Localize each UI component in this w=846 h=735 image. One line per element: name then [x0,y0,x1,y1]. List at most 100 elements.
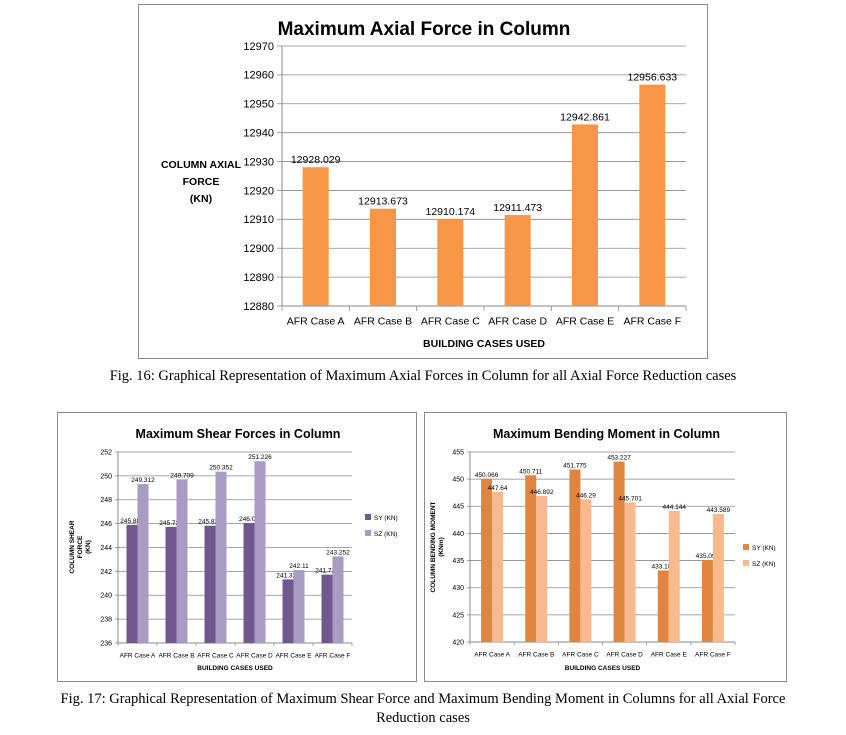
data-label: 450.066 [475,472,499,479]
x-tick-label: AFR Case C [197,653,234,660]
fig17-caption-line2: Reduction cases [376,710,470,726]
bar [504,215,531,306]
bending-moment-chart: Maximum Bending Moment in Column 420 425 43… [430,427,776,672]
data-label: 12956.633 [628,72,678,84]
bar [668,510,680,642]
y-axis-title-line: COLUMN SHEAR [69,520,76,573]
y-tick-label: 445 [452,504,464,511]
x-tick-label: AFR Case A [474,652,510,659]
bar [282,579,294,643]
bar [204,525,216,643]
bar [613,461,625,642]
data-label: 446.892 [530,489,554,496]
data-label: 450.711 [519,468,542,475]
fig16-caption-text: Fig. 16: Graphical Representation of Max… [109,368,737,384]
x-tick-label: AFR Case D [606,652,643,659]
y-axis-title: COLUMN BENDING MOMENT (KNm) [430,501,445,592]
bar [580,499,592,642]
bar [572,124,598,307]
data-label: 444.144 [663,504,687,511]
data-label: 251.226 [248,454,272,461]
y-tick-label: 250 [100,473,112,480]
data-label: 443.589 [707,507,731,514]
y-tick-label: 435 [452,558,464,565]
y-tick-label: 12880 [243,301,274,313]
y-tick-label: 236 [100,640,112,647]
x-tick-label: AFR Case D [488,316,547,328]
bar [639,84,666,306]
y-tick-label: 12930 [243,156,274,168]
bar [293,570,305,643]
y-tick-label: 240 [100,593,112,600]
x-tick-label: AFR Case A [287,316,345,328]
legend-label: SY (KN) [752,545,776,552]
legend-swatch [743,560,749,566]
x-tick-label: AFR Case B [354,316,412,328]
y-tick-label: 420 [452,639,464,646]
legend-swatch [365,514,371,520]
axial-force-chart: Maximum Axial Force in Column 12880 12890 1… [161,19,687,350]
bar [321,574,333,643]
bar [243,523,255,643]
x-tick-label: AFR Case B [158,653,194,660]
chart-title: Maximum Axial Force in Column [278,19,571,40]
y-tick-label: 12910 [243,214,274,226]
data-label: 433.181 [652,563,676,570]
x-tick-label: AFR Case E [275,653,312,660]
fig17-caption-line1: Fig. 17: Graphical Representation of Max… [60,691,786,707]
bar [137,484,149,643]
bar [126,525,138,643]
y-tick-label: 12920 [243,185,274,197]
data-label: 12928.029 [291,154,341,166]
y-tick-label: 12960 [243,70,274,82]
data-label: 12942.861 [560,111,610,123]
data-label: 435.091 [696,553,720,560]
y-tick-label: 12940 [243,128,274,140]
x-tick-label: AFR Case A [120,653,156,660]
bar [176,479,188,643]
bar [437,218,464,306]
bar [657,570,669,642]
bar [481,478,493,642]
y-tick-label: 252 [100,449,112,456]
x-tick-label: AFR Case E [651,652,688,659]
y-tick-label: 12890 [243,272,274,284]
x-tick-label: AFR Case E [556,316,614,328]
y-tick-label: 244 [100,545,112,552]
x-tick-label: AFR Case C [421,316,480,328]
bar [165,526,177,643]
x-tick-label: AFR Case B [518,652,554,659]
data-label: 243.252 [326,549,350,556]
data-label: 250.352 [209,465,233,472]
y-axis-title-line: COLUMN AXIAL [161,159,242,171]
axial-force-chart-panel: Maximum Axial Force in Column 12880 12890 1… [138,4,708,359]
bar [536,496,548,642]
x-axis-title: BUILDING CASES USED [197,665,273,672]
x-axis-title: BUILDING CASES USED [565,665,641,672]
y-tick-label: 12970 [243,41,274,53]
y-axis-title-line: COLUMN BENDING MOMENT [430,501,437,592]
legend-label: SZ (KN) [374,531,397,538]
y-tick-label: 430 [452,585,464,592]
bar [525,475,537,642]
chart-title: Maximum Shear Forces in Column [136,427,341,441]
legend-swatch [365,530,371,536]
legend-swatch [743,544,749,550]
bar [254,461,266,643]
shear-force-chart-panel: Maximum Shear Forces in Column 236 238 240 2… [57,412,417,682]
y-axis-title: COLUMN SHEAR FORCE (KN) [69,520,92,573]
bending-moment-chart-panel: Maximum Bending Moment in Column 420 425 43… [424,412,787,682]
data-label: 246.05 [239,516,259,523]
y-tick-label: 248 [100,497,112,504]
shear-force-chart: Maximum Shear Forces in Column 236 238 240 2… [69,427,398,672]
data-label: 451.775 [563,463,587,470]
legend-label: SZ (KN) [752,561,775,568]
bar [712,513,724,642]
y-tick-label: 242 [100,569,112,576]
y-tick-label: 455 [452,449,464,456]
fig17-caption: Fig. 17: Graphical Representation of Max… [0,690,846,728]
y-tick-label: 246 [100,521,112,528]
y-tick-label: 440 [452,531,464,538]
x-tick-label: AFR Case F [623,316,681,328]
bar [332,556,344,643]
